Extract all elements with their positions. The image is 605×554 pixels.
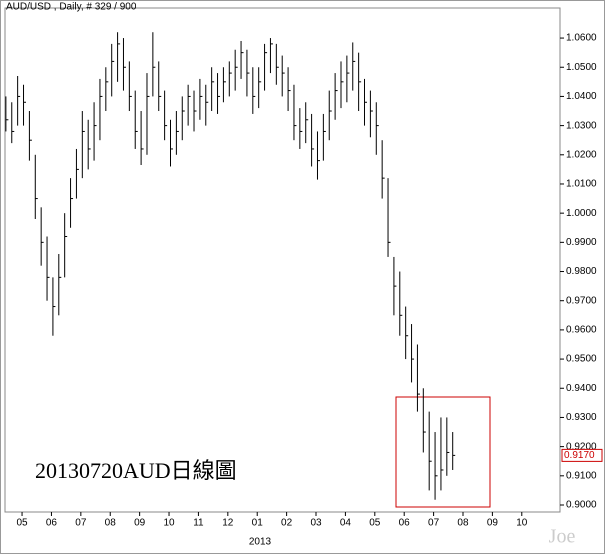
- x-tick-label: 03: [310, 518, 322, 529]
- y-tick-label: 0.9300: [566, 412, 597, 423]
- x-tick-label: 06: [399, 518, 411, 529]
- y-tick-label: 1.0500: [566, 62, 597, 73]
- y-tick-label: 0.9200: [566, 441, 597, 452]
- x-tick-label: 04: [340, 518, 352, 529]
- highlight-box: [395, 396, 491, 508]
- chart-title: AUD/USD , Daily, # 329 / 900: [6, 2, 137, 13]
- last-price-box: [561, 448, 603, 462]
- y-tick-label: 0.9000: [566, 500, 597, 511]
- x-tick-label: 05: [369, 518, 381, 529]
- x-tick-label: 01: [252, 518, 264, 529]
- x-tick-label: 07: [428, 518, 440, 529]
- y-tick-label: 0.9900: [566, 237, 597, 248]
- last-price-label: 0.9170: [564, 450, 595, 461]
- x-tick-label: 09: [134, 518, 146, 529]
- y-tick-label: 1.0400: [566, 91, 597, 102]
- watermark: Joe: [549, 526, 576, 548]
- y-tick-label: 0.9500: [566, 354, 597, 365]
- y-tick-label: 1.0000: [566, 208, 597, 219]
- y-tick-label: 0.9800: [566, 266, 597, 277]
- x-tick-label: 08: [105, 518, 117, 529]
- x-tick-label: 07: [75, 518, 87, 529]
- annotation: 20130720AUD日線圖: [35, 458, 237, 483]
- x-tick-label: 10: [163, 518, 175, 529]
- x-tick-label: 08: [457, 518, 469, 529]
- y-tick-label: 1.0200: [566, 149, 597, 160]
- x-tick-label: 02: [281, 518, 293, 529]
- y-tick-label: 0.9400: [566, 383, 597, 394]
- x-tick-label: 12: [222, 518, 234, 529]
- x-tick-label: 09: [487, 518, 499, 529]
- y-tick-label: 0.9600: [566, 325, 597, 336]
- y-tick-label: 1.0600: [566, 33, 597, 44]
- x-tick-label: 11: [193, 518, 204, 529]
- x-tick-label: 10: [516, 518, 528, 529]
- year-label: 2013: [249, 537, 272, 548]
- y-tick-label: 1.0100: [566, 179, 597, 190]
- x-tick-label: 06: [46, 518, 58, 529]
- y-tick-label: 0.9700: [566, 295, 597, 306]
- y-tick-label: 1.0300: [566, 120, 597, 131]
- y-tick-label: 0.9100: [566, 470, 597, 481]
- x-tick-label: 05: [16, 518, 28, 529]
